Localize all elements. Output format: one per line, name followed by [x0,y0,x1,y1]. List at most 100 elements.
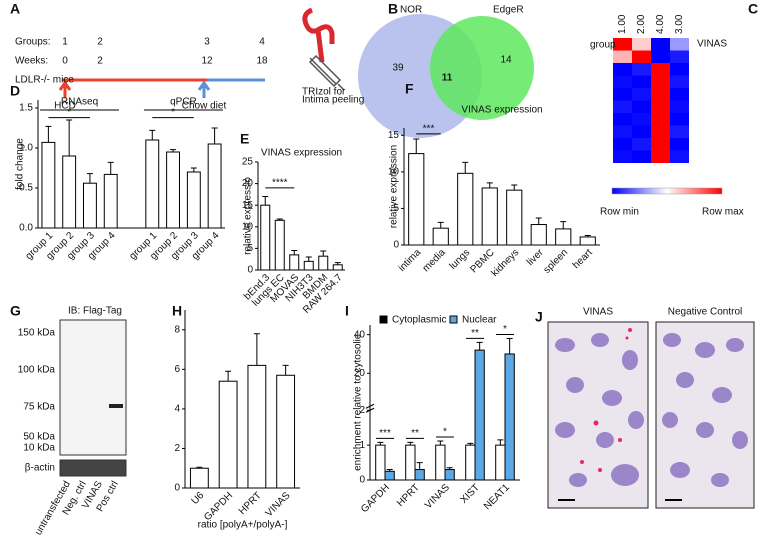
heat-cell [670,113,689,126]
bar [384,470,395,481]
bar [276,374,296,489]
nuclei [555,333,748,487]
significance: * [503,324,507,335]
syringe-icon [308,54,345,91]
error-bar [86,173,93,184]
heat-cell [670,88,689,101]
heat-cell [651,75,670,88]
error-bar [437,221,444,229]
error-bar [446,467,453,470]
significance: ** [411,428,419,439]
heat-cell [651,88,670,101]
count: 14 [500,55,512,66]
chart-title: VINAS expression [461,105,542,116]
heat-cell [632,150,651,163]
set-label: EdgeR [493,5,524,16]
label: LDLR-/- mice [15,75,74,86]
significance: * [443,427,447,438]
heat-cell [651,138,670,151]
label: Weeks: [15,56,48,67]
heat-cell [670,150,689,163]
heat-cell [670,50,689,63]
legend-swatch [449,315,458,324]
heat-cell [632,75,651,88]
error-bar [107,161,114,175]
hcd-arrow [58,80,72,98]
image-title: Negative Control [668,307,742,318]
heat-cell [670,63,689,76]
vessel-icon [302,7,335,63]
group-label: 4 [259,37,265,48]
week-label: 0 [62,56,68,67]
heat-cell [613,50,632,63]
y-tick-label: 0 [393,240,399,251]
marker-label: 75 kDa [23,402,55,413]
group-label: 2 [97,37,103,48]
y-tick-label: 5 [393,203,399,214]
panel-letter: A [10,1,20,17]
heat-cell [651,150,670,163]
heat-cell [613,75,632,88]
error-bar [386,469,393,472]
error-bar [305,256,312,262]
error-bar [476,341,483,351]
bar [474,349,485,481]
error-bar [149,129,156,140]
heat-cell [613,113,632,126]
marker-label: 50 kDa [23,432,55,443]
y-tick-label: 15 [388,130,400,141]
bar [530,224,547,246]
bar [207,143,222,229]
bar [218,380,238,489]
bar [465,444,476,481]
heat-cell [651,100,670,113]
significance: *** [379,428,391,439]
y-tick-label: 20 [354,368,366,379]
bar [495,444,506,481]
heat-cell [651,38,670,51]
x-tick-label: U6 [190,490,207,507]
loading-label: β-actin [25,463,55,474]
error-bar [416,462,423,470]
count: 39 [392,63,404,74]
error-bar [66,119,73,156]
x-tick-label: HPRT [395,482,422,509]
y-tick-label: 0.0 [19,223,33,234]
heat-cell [670,125,689,138]
error-bar [486,182,493,188]
column-label: 3.00 [674,14,685,34]
error-bar [276,218,283,221]
x-tick-label: liver [525,247,546,268]
set-label: NOR [400,5,422,16]
y-tick-label: 0 [174,483,180,494]
y-tick-label: 6 [174,364,180,375]
group-label: 1 [62,37,68,48]
heat-cell [670,38,689,51]
bar [555,228,572,246]
x-tick-label: media [421,247,448,274]
x-tick-label: HPRT [237,490,264,517]
heat-cell [670,75,689,88]
heat-cell [613,100,632,113]
panel-letter: B [388,1,398,17]
significance: *** [423,123,435,134]
blot-band [109,404,123,408]
legend-label: Nuclear [462,315,497,326]
row-label: group [590,40,616,51]
label: HCD [54,101,76,112]
y-axis-label: relative expression [389,145,400,228]
y-axis-label: enrichment relative to cytosolic [353,334,364,471]
significance: * [67,107,71,118]
heat-cell [632,100,651,113]
group-label: qPCR [170,97,197,108]
heat-cell [613,138,632,151]
error-bar [196,466,203,469]
x-tick-label: kidneys [489,247,521,279]
group-label: 3 [204,37,210,48]
heat-cell [613,88,632,101]
panel-letter: J [535,309,543,325]
x-axis-label: ratio [polyA+/polyA-] [198,520,288,531]
bar [375,444,386,481]
y-tick-label: 2 [359,405,365,416]
